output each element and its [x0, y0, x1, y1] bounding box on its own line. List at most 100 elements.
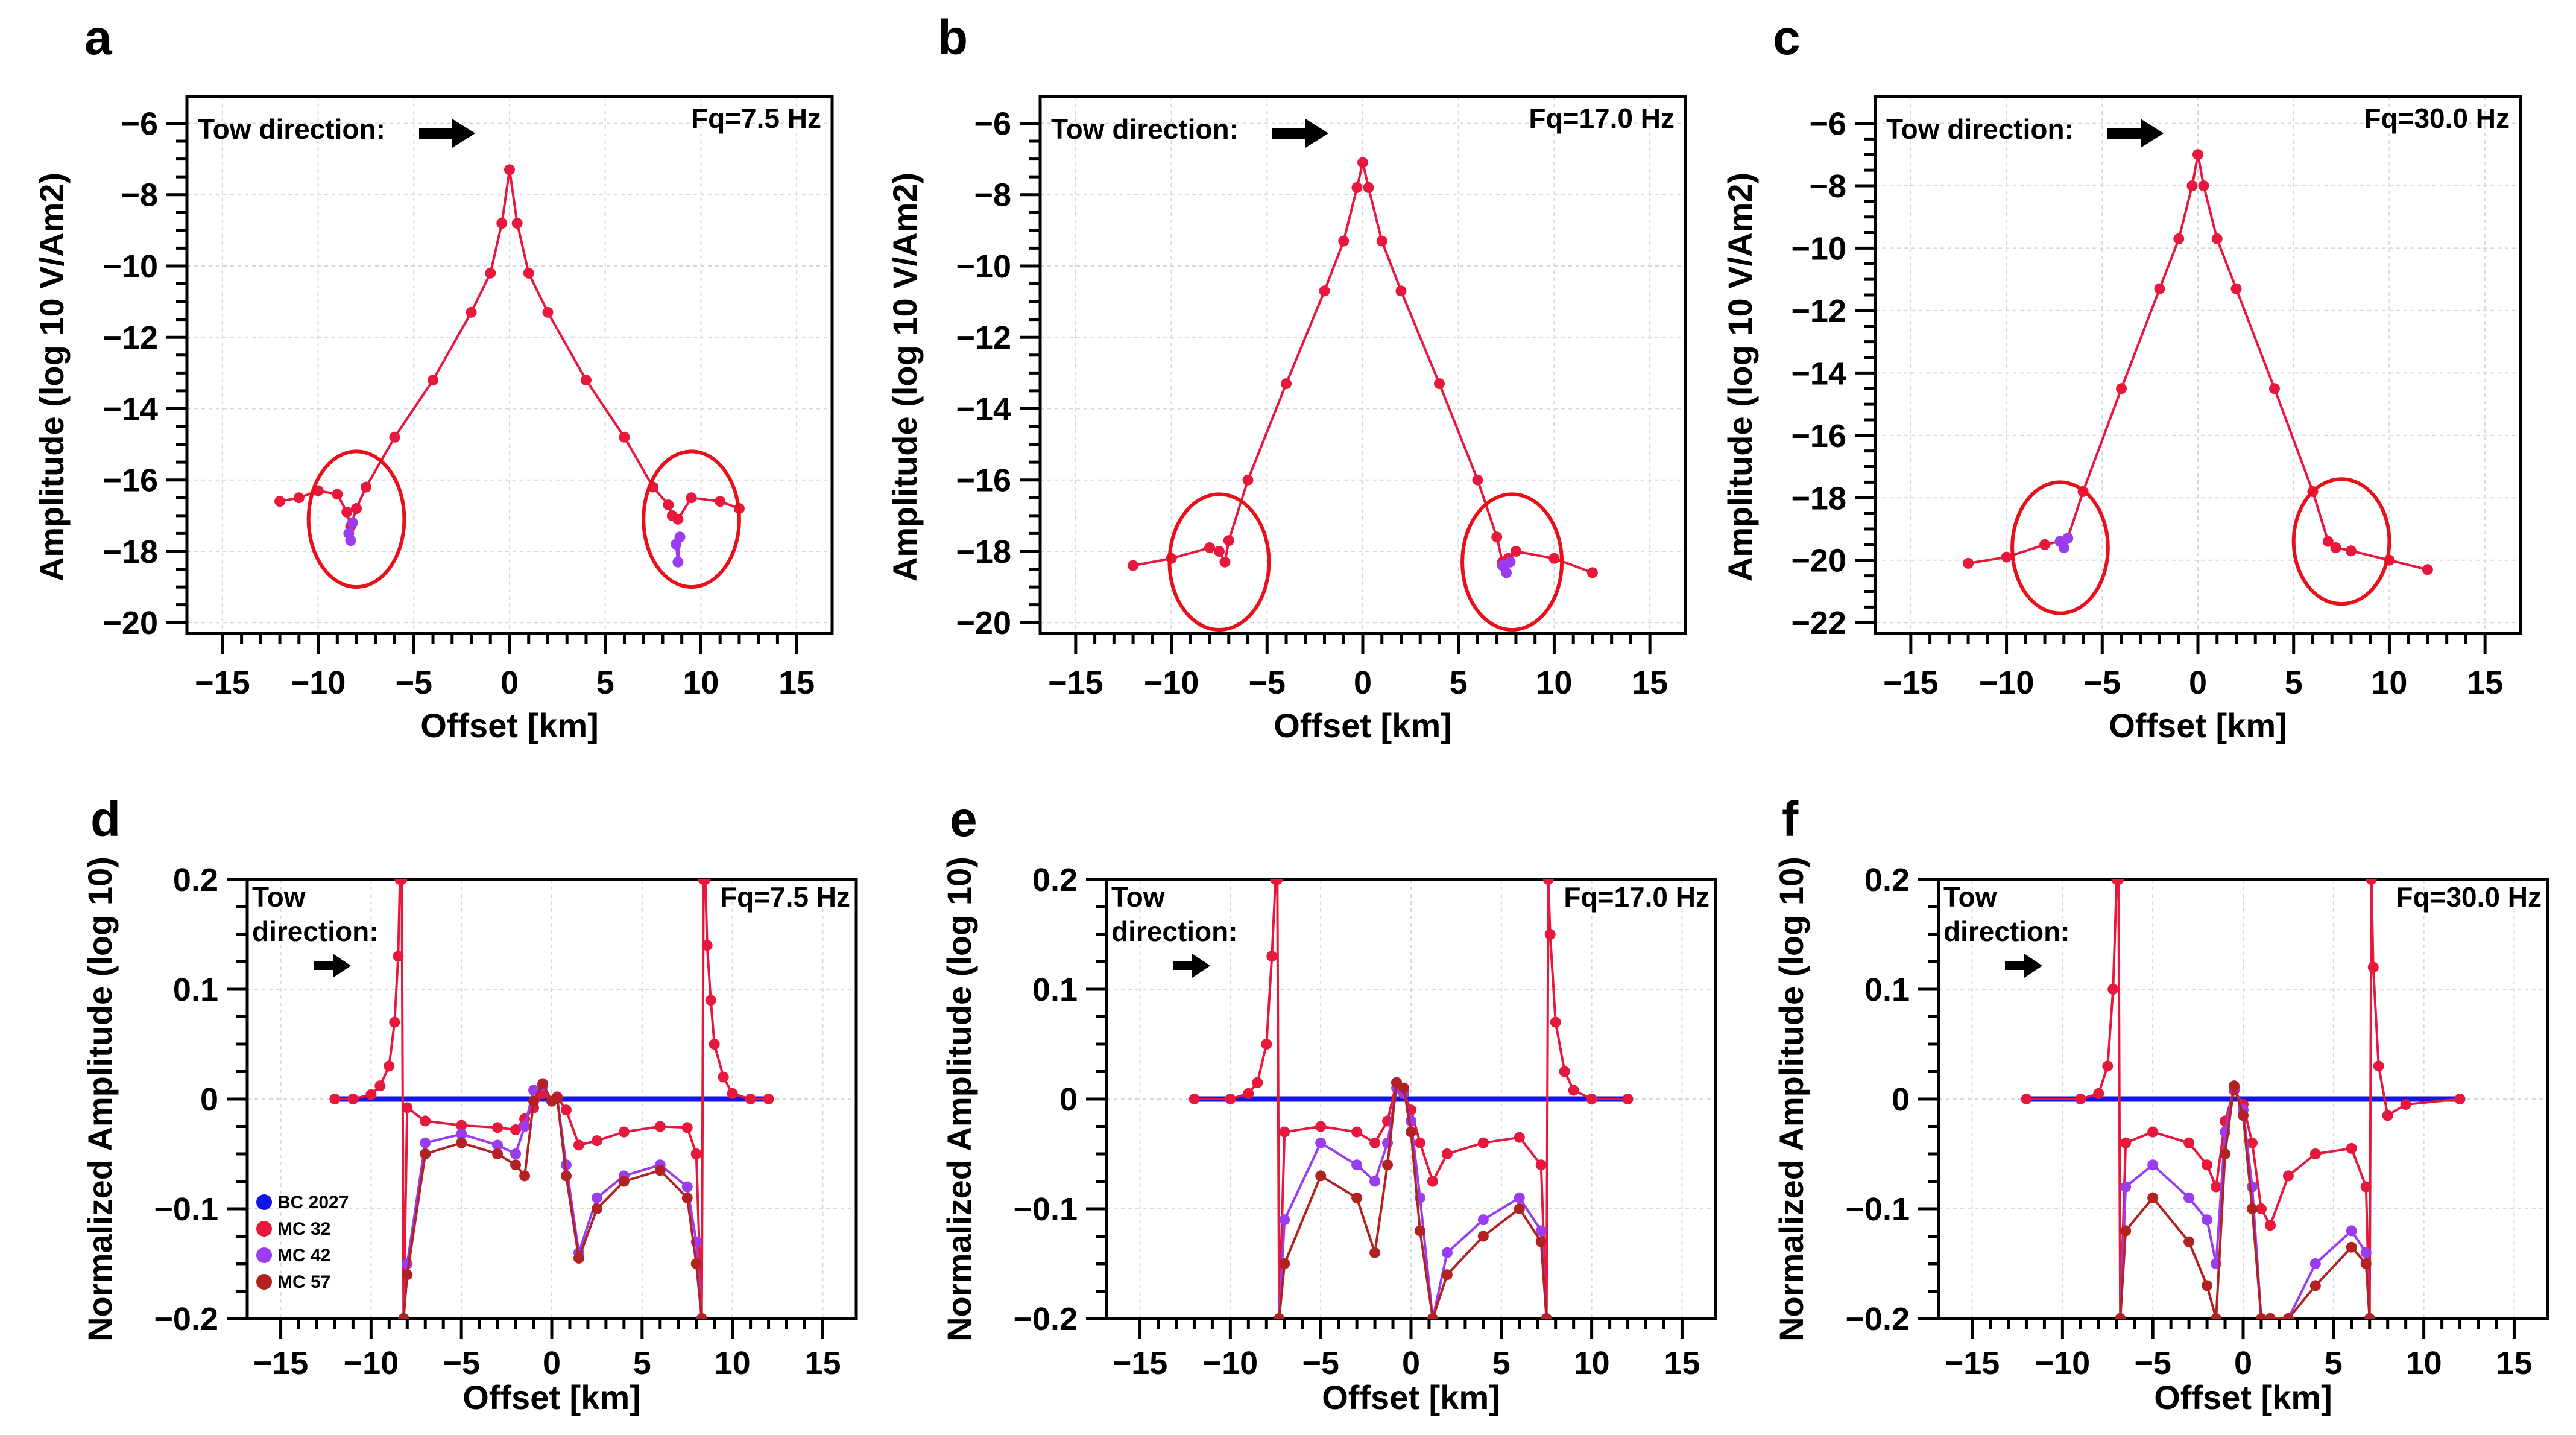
data-point [1252, 1077, 1263, 1088]
data-layer [2021, 879, 2466, 1319]
data-point [763, 1094, 774, 1104]
data-point [1315, 1137, 1327, 1148]
data-point [2120, 1225, 2132, 1237]
data-point [2360, 1258, 2372, 1269]
data-point [1427, 1313, 1438, 1319]
x-tick-label: −5 [2083, 665, 2121, 701]
panel-letter-d: d [90, 792, 121, 847]
data-point [402, 1102, 413, 1113]
data-point [2192, 149, 2203, 160]
data-point [1514, 1192, 1525, 1203]
data-point [2268, 383, 2280, 394]
data-point [1319, 285, 1330, 297]
data-point [727, 1088, 738, 1099]
data-point [332, 489, 343, 500]
data-point [2230, 283, 2242, 294]
y-tick-label: 0.1 [1864, 972, 1910, 1008]
x-tick-label: 10 [1536, 665, 1572, 701]
data-point [1414, 1225, 1425, 1237]
y-tick-label: −8 [1809, 168, 1846, 204]
x-axis-label: Offset [km] [420, 706, 599, 744]
data-point [1542, 879, 1554, 885]
data-point [1338, 235, 1350, 247]
data-point [1315, 1170, 1327, 1182]
data-point [1514, 1132, 1525, 1143]
data-point [2360, 1247, 2372, 1258]
y-tick-label: −22 [1791, 605, 1846, 641]
data-point [360, 481, 371, 493]
data-point [393, 951, 404, 962]
data-point [1501, 567, 1512, 578]
frequency-label: Fq=7.5 Hz [691, 103, 821, 134]
frequency-label: Fq=30.0 Hz [2364, 103, 2510, 134]
data-point [1243, 1088, 1254, 1099]
series-line-mc-32 [1968, 153, 2428, 571]
data-point [2382, 1110, 2393, 1121]
x-tick-label: 0 [2234, 1345, 2252, 1381]
data-point [2211, 1313, 2222, 1319]
data-point [1510, 545, 1521, 557]
highlight-circle [642, 449, 741, 589]
x-tick-label: −5 [395, 665, 432, 701]
y-tick-label: −10 [1791, 230, 1846, 267]
data-point [402, 1269, 413, 1281]
tow-direction-label: Tow direction: [1886, 113, 2074, 145]
data-point [2246, 1203, 2258, 1214]
legend-marker-mc-42 [256, 1247, 272, 1263]
panel-d: d −15 −10 −5 0 5 10 15 −0.2 −0.1 0 0.1 0.2 Offset [km… [81, 792, 858, 1416]
data-point [2173, 233, 2185, 244]
legend-label: MC 42 [277, 1246, 330, 1266]
tow-direction-label: Tow direction: [1943, 881, 2070, 947]
data-point [1242, 474, 1254, 486]
y-axis-label: Normalized Amplitude (log 10) [1772, 857, 1810, 1342]
data-point [672, 556, 684, 568]
x-tick-label: −10 [1203, 1345, 1258, 1381]
data-point [1279, 1126, 1290, 1138]
data-point [389, 1016, 400, 1028]
data-point [681, 1192, 693, 1203]
data-point [1491, 531, 1503, 543]
x-tick-label: −10 [291, 665, 346, 701]
data-point [1477, 1214, 1489, 1226]
legend-label: MC 32 [277, 1219, 330, 1239]
data-point [681, 1122, 693, 1133]
y-tick-label: −6 [121, 106, 158, 142]
data-point [2113, 879, 2124, 885]
x-tick-label: 5 [633, 1345, 651, 1381]
x-tick-label: 15 [2467, 665, 2503, 701]
data-point [2238, 1110, 2249, 1121]
x-tick-label: 0 [543, 1345, 561, 1381]
data-point [1568, 1085, 1579, 1096]
y-tick-label: 0.1 [173, 972, 218, 1008]
data-point [1274, 1313, 1285, 1319]
data-point [1514, 1203, 1525, 1214]
data-point [384, 1060, 395, 1072]
data-point [2062, 533, 2074, 544]
x-tick-label: 10 [1574, 1345, 1610, 1381]
data-point [1369, 1247, 1381, 1258]
y-tick-label: −0.2 [154, 1301, 218, 1337]
panel-letter-f: f [1782, 792, 1799, 847]
x-tick-label: 10 [683, 665, 719, 701]
data-point [351, 503, 362, 515]
data-point [1225, 1094, 1236, 1104]
y-tick-label: −0.1 [154, 1191, 218, 1228]
data-point [492, 1148, 504, 1159]
data-point [2246, 1137, 2258, 1148]
data-point [523, 267, 534, 279]
y-axis-label: Normalized Amplitude (log 10) [81, 857, 119, 1342]
data-point [560, 1104, 572, 1116]
x-tick-label: 0 [1402, 1345, 1420, 1381]
data-point [2147, 1159, 2159, 1171]
x-tick-label: 10 [2406, 1345, 2442, 1381]
legend: BC 2027 MC 32 MC 42 MC 57 [256, 1193, 349, 1292]
data-point [1351, 1126, 1363, 1138]
tow-direction-arrow-icon [2005, 954, 2042, 978]
data-point [341, 506, 353, 518]
data-point [428, 375, 439, 386]
y-tick-label: −0.2 [1845, 1301, 1910, 1337]
panel-f: f −15 −10 −5 0 5 10 15 −0.2 −0.1 0 0.1 0.2 Offset [km… [1772, 792, 2549, 1416]
x-tick-label: −15 [1945, 1345, 2000, 1381]
x-tick-label: −15 [195, 665, 250, 701]
data-point [2330, 542, 2341, 554]
